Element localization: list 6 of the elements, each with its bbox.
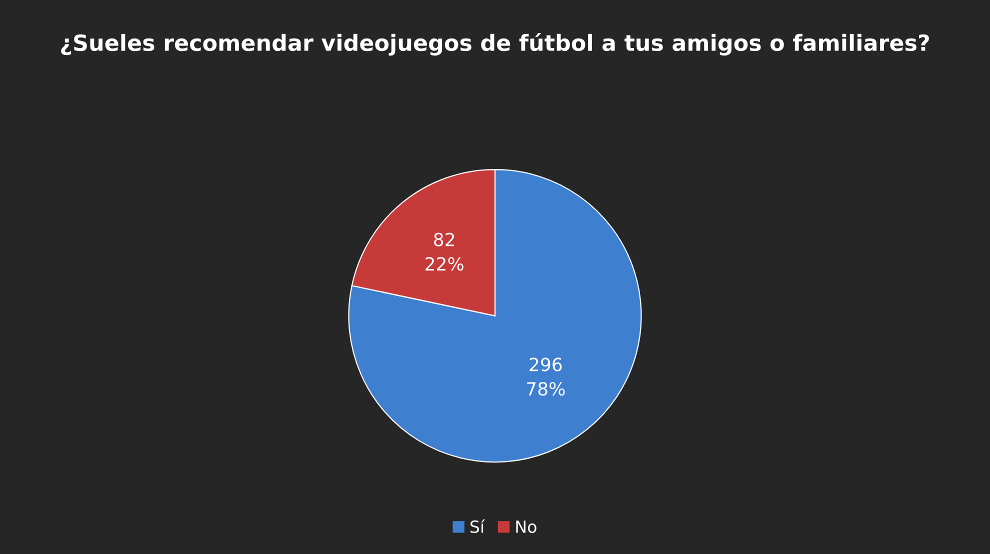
- data-label: 296 78%: [527, 358, 565, 396]
- pie-slice: [348, 168, 642, 463]
- legend-label: No: [516, 520, 536, 533]
- chart-title: ¿Sueles recomendar videojuegos de fútbol a tus amigos o familiares?: [61, 33, 929, 56]
- legend-label: Sí: [470, 519, 486, 533]
- data-label: 82 22%: [426, 232, 464, 271]
